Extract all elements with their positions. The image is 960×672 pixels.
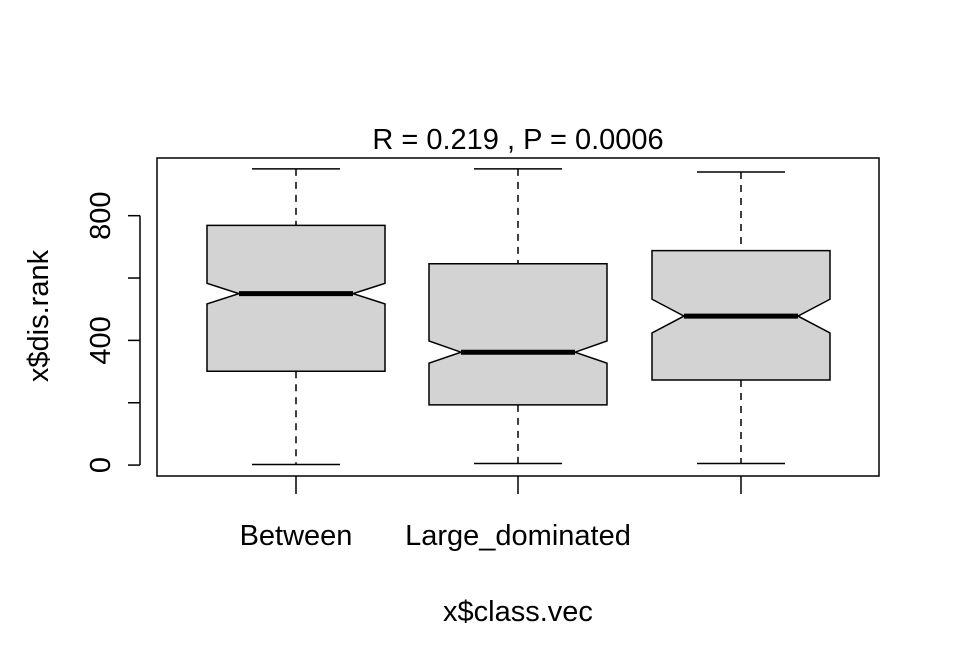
y-tick-label: 400 <box>85 316 117 364</box>
y-tick-label: 0 <box>85 457 117 473</box>
y-axis: 0 400 800 <box>85 191 141 473</box>
x-tick-label: Large_dominated <box>405 520 631 552</box>
x-axis-label: x$class.vec <box>443 596 593 628</box>
chart-title: R = 0.219 , P = 0.0006 <box>372 124 663 156</box>
x-axis: Between Large_dominated <box>240 476 742 552</box>
box <box>206 224 386 372</box>
y-axis-label: x$dis.rank <box>23 249 55 382</box>
y-tick-label: 800 <box>85 191 117 239</box>
box <box>428 262 608 406</box>
boxes-group <box>206 168 831 466</box>
x-tick-label: Between <box>240 520 353 552</box>
